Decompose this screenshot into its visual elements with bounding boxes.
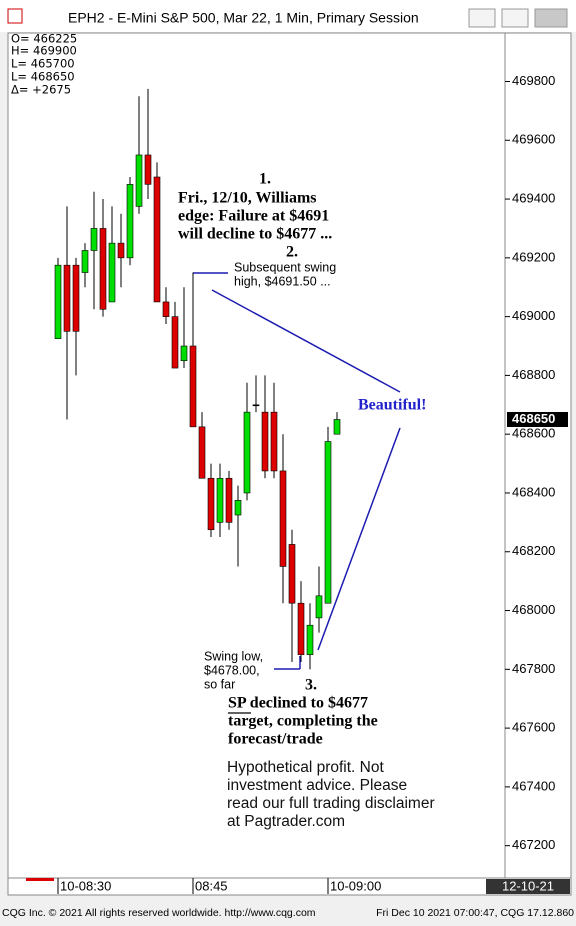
y-tick-label: 469800 bbox=[512, 73, 555, 88]
annotation: $4678.00, bbox=[204, 663, 260, 677]
candle-body bbox=[126, 184, 134, 259]
pointer-line bbox=[317, 427, 401, 651]
candle-body bbox=[171, 316, 179, 369]
x-tick-label: 10-08:30 bbox=[60, 878, 111, 893]
candle-body bbox=[135, 154, 143, 207]
annotation: edge: Failure at $4691 bbox=[178, 208, 329, 225]
candle-body bbox=[270, 411, 278, 472]
candle-body bbox=[99, 228, 107, 310]
time-axis bbox=[7, 877, 572, 896]
y-tick-label: 468600 bbox=[512, 426, 555, 441]
footer-left: CQG Inc. © 2021 All rights reserved worl… bbox=[2, 907, 316, 919]
window-title: EPH2 - E-Mini S&P 500, Mar 22, 1 Min, Pr… bbox=[68, 10, 419, 26]
candle-body bbox=[90, 228, 98, 251]
y-tick-label: 467200 bbox=[512, 837, 555, 852]
y-tick-label: 467400 bbox=[512, 778, 555, 793]
price-axis bbox=[504, 32, 572, 879]
annotation: Swing low, bbox=[204, 649, 263, 663]
y-tick-label: 467800 bbox=[512, 661, 555, 676]
stat: Δ= +2675 bbox=[11, 83, 71, 97]
candle-body bbox=[306, 624, 314, 655]
disclaimer: read our full trading disclaimer bbox=[227, 795, 435, 812]
y-tick-label: 468400 bbox=[512, 484, 555, 499]
annotation: target, completing the bbox=[228, 713, 378, 730]
stat: L= 468650 bbox=[11, 70, 75, 84]
annotation: high, $4691.50 ... bbox=[234, 274, 331, 288]
candle-body bbox=[72, 264, 80, 332]
annotation: 3. bbox=[305, 677, 317, 694]
y-tick-label: 468000 bbox=[512, 602, 555, 617]
candle-body bbox=[189, 345, 197, 428]
y-tick-label: 469600 bbox=[512, 132, 555, 147]
annotation: 2. bbox=[286, 244, 298, 261]
y-tick-label: 469200 bbox=[512, 249, 555, 264]
disclaimer: Hypothetical profit. Not bbox=[227, 759, 384, 776]
candle-body bbox=[261, 411, 269, 472]
candle-body bbox=[216, 477, 224, 523]
candle-body bbox=[207, 477, 215, 531]
candle-body bbox=[288, 544, 296, 604]
y-tick-label: 468200 bbox=[512, 543, 555, 558]
last-price-box bbox=[507, 411, 568, 427]
candle-body bbox=[225, 477, 233, 523]
candle-body bbox=[54, 264, 62, 339]
annotation: Beautiful! bbox=[358, 397, 426, 414]
y-tick-label: 468800 bbox=[512, 367, 555, 382]
y-tick-label: 469000 bbox=[512, 308, 555, 323]
x-tick-label: 10-09:00 bbox=[330, 878, 381, 893]
stats: O= 466225 H= 469900 L= 465700 L= 468650 … bbox=[11, 32, 77, 97]
disclaimer: at Pagtrader.com bbox=[227, 813, 345, 830]
last-price-label: 468650 bbox=[512, 411, 555, 426]
candle-body bbox=[144, 154, 152, 185]
date-label: 12-10-21 bbox=[502, 878, 554, 893]
minimize-button[interactable] bbox=[468, 8, 496, 28]
x-tick-label: 08:45 bbox=[195, 878, 228, 893]
candle-body bbox=[63, 264, 71, 332]
annotation: SP declined to $4677 bbox=[228, 695, 368, 712]
stat: H= 469900 bbox=[11, 44, 77, 58]
maximize-button[interactable] bbox=[501, 8, 529, 28]
annotation: will decline to $4677 ... bbox=[178, 226, 332, 243]
plot-area bbox=[7, 32, 506, 879]
disclaimer: investment advice. Please bbox=[227, 777, 407, 794]
candle-body bbox=[162, 301, 170, 317]
candle-body bbox=[81, 250, 89, 273]
close-button[interactable] bbox=[534, 8, 568, 28]
date-box bbox=[486, 879, 570, 894]
candle-body bbox=[108, 242, 116, 303]
candle-body bbox=[297, 602, 305, 655]
candle-body bbox=[153, 176, 161, 303]
annotation: forecast/trade bbox=[228, 731, 323, 748]
footer-right: Fri Dec 10 2021 07:00:47, CQG 17.12.860 bbox=[376, 907, 574, 919]
candle-body bbox=[180, 345, 188, 362]
annotation: Subsequent swing bbox=[234, 260, 336, 274]
candle-body bbox=[243, 411, 251, 494]
candle-body bbox=[333, 419, 341, 435]
stat: O= 466225 bbox=[11, 32, 77, 46]
scroll-marker bbox=[26, 878, 54, 881]
candle-body bbox=[117, 242, 125, 259]
annotation: Fri., 12/10, Williams bbox=[178, 190, 317, 207]
stat: L= 465700 bbox=[11, 57, 75, 71]
candle-body bbox=[324, 441, 332, 604]
pointer-line bbox=[211, 289, 401, 393]
y-tick-label: 469400 bbox=[512, 190, 555, 205]
annotation: so far bbox=[204, 677, 235, 691]
candle-body bbox=[315, 595, 323, 619]
y-tick-label: 467600 bbox=[512, 720, 555, 735]
app-icon bbox=[7, 8, 23, 24]
candle-body bbox=[252, 404, 260, 407]
candle-body bbox=[279, 470, 287, 567]
candle-body bbox=[198, 426, 206, 479]
candle-body bbox=[234, 500, 242, 516]
annotations: 1. Fri., 12/10, Williams edge: Failure a… bbox=[178, 171, 435, 830]
annotation: 1. bbox=[259, 171, 271, 188]
